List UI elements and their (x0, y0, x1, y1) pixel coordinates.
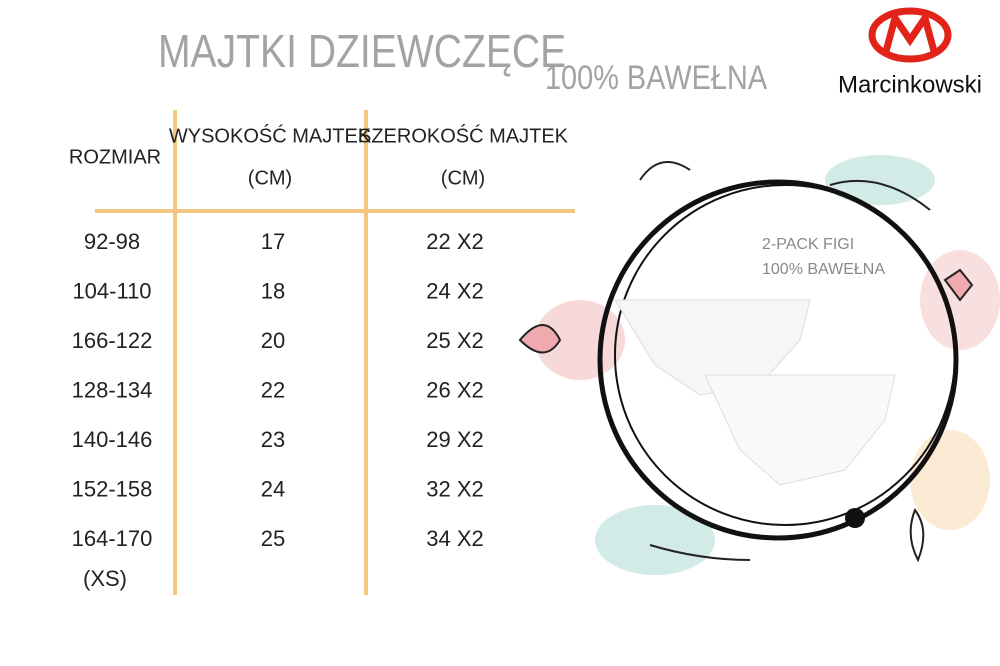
logo: Marcinkowski (838, 7, 982, 98)
table-cell: 152-158 (72, 476, 153, 501)
brand: Marcinkowski (838, 71, 982, 98)
table-cell: 29 X2 (426, 427, 484, 452)
column-header: WYSOKOŚĆ MAJTEK (169, 123, 372, 147)
column-header: ROZMIAR (69, 146, 161, 168)
table-cell: 25 (261, 526, 285, 551)
table-cell: 34 X2 (426, 526, 484, 551)
table-cell: 128-134 (72, 377, 153, 402)
table-cell: 24 X2 (426, 278, 484, 303)
column-header: SZEROKOŚĆ MAJTEK (358, 123, 569, 147)
table-cell: 17 (261, 229, 285, 254)
table-lines (95, 110, 575, 595)
table-cell: 164-170 (72, 526, 153, 551)
column-unit: (CM) (248, 167, 292, 189)
table-cell: 22 X2 (426, 229, 484, 254)
table-cell: 23 (261, 427, 285, 452)
table-cell: 26 X2 (426, 377, 484, 402)
pack-line: 2-PACK FIGI (762, 236, 854, 253)
column-unit: (CM) (441, 167, 485, 189)
illustration: 2-PACK FIGI 100% BAWEŁNA (518, 155, 1000, 575)
title: MAJTKI DZIEWCZĘCE (158, 26, 566, 78)
table-cell: 22 (261, 377, 285, 402)
table-cell: 92-98 (84, 229, 140, 254)
table-cell: 104-110 (72, 278, 151, 303)
table-cell: 140-146 (72, 427, 153, 452)
table-cell: 25 X2 (426, 328, 484, 353)
table-cell: 20 (261, 328, 285, 353)
table-cell: 24 (261, 476, 285, 501)
table-cell: 18 (261, 278, 285, 303)
table-cell: 32 X2 (426, 476, 484, 501)
size-note: (XS) (83, 566, 127, 591)
pack-line: 100% BAWEŁNA (762, 261, 885, 278)
table-cell: 166-122 (72, 328, 153, 353)
subtitle: 100% BAWEŁNA (545, 58, 767, 97)
